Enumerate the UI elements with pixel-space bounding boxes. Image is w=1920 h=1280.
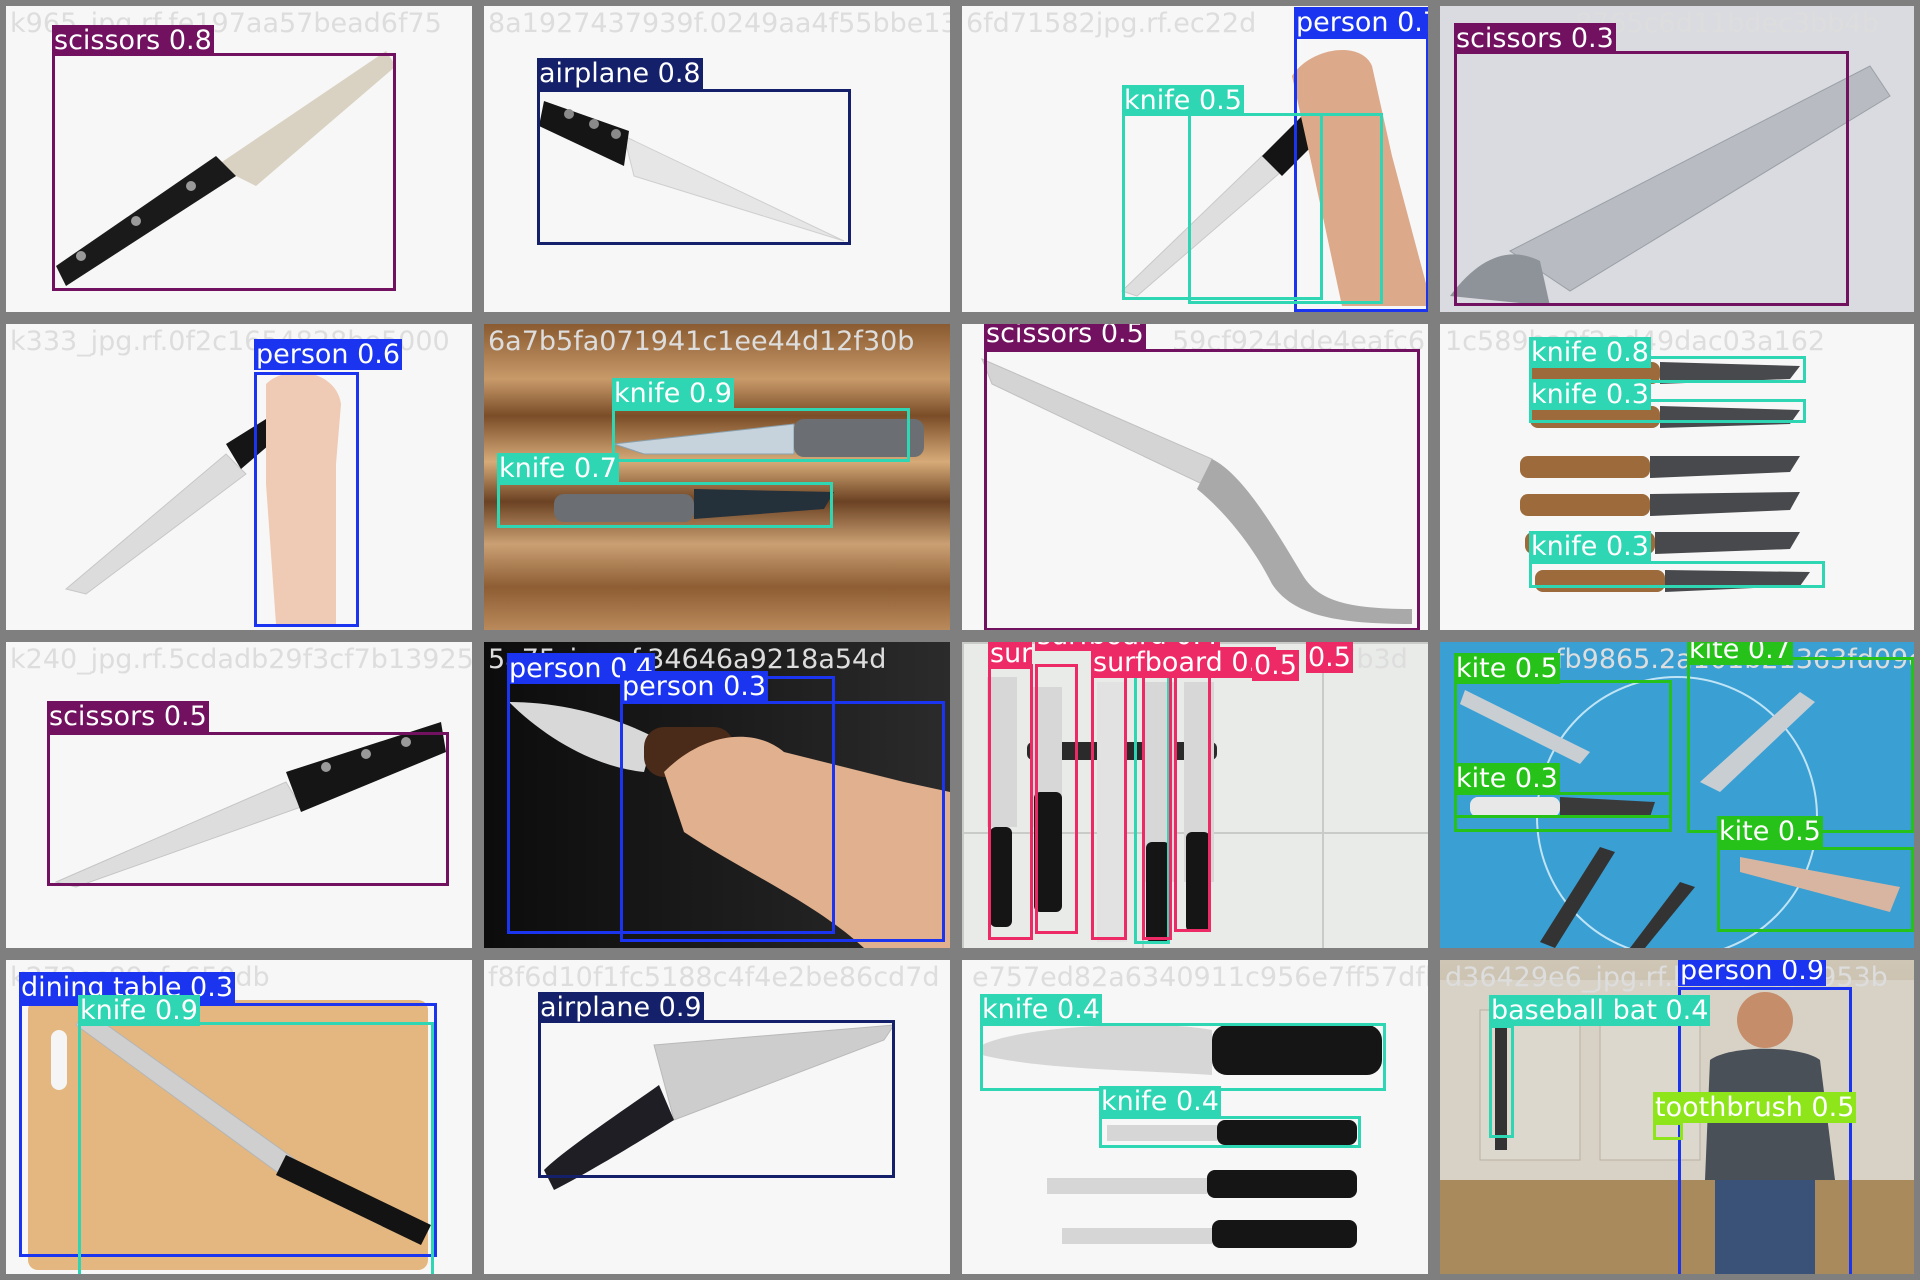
detection-label: knife 0.4 [980, 994, 1102, 1025]
detection-label: person 0.9 [1678, 960, 1827, 986]
detection-label: knife 0.3 [1529, 531, 1651, 562]
image-filename: f8f6d10f1fc5188c4f4e2be86cd7d [488, 962, 940, 993]
detection-box [537, 89, 851, 245]
image-filename: 8765c6d11bdec3bb4b [1575, 8, 1879, 39]
detection-box [1454, 680, 1672, 832]
knife-photo [56, 51, 396, 286]
detection-label: kite 0.3 [1454, 763, 1560, 794]
detection-box [1529, 399, 1806, 423]
detection-label: scissors 0.3 [1454, 23, 1616, 54]
detection-box [980, 1023, 1386, 1091]
hand-with-knife-photo [509, 702, 950, 948]
detection-label: knife 0.8 [1529, 337, 1651, 368]
detection-label: person 0.3 [620, 671, 769, 702]
knife-photo [981, 358, 1412, 624]
knife-photo [539, 101, 845, 242]
mosaic-tile-10: 5a75_jpg.rf.34646a9218a54d person 0.4 pe… [484, 642, 950, 948]
detection-label: scissors 0.5 [984, 324, 1146, 349]
detection-label: knife 0.5 [1122, 85, 1244, 116]
mosaic-tile-13: k272ec89afc650db dining table 0.3 knife … [6, 960, 472, 1274]
knife-on-board-photo [28, 1000, 431, 1270]
detection-label: baseball bat 0.4 [1489, 995, 1711, 1026]
image-filename: k240_jpg.rf.5cdadb29f3cf7b13925 [10, 644, 472, 675]
detection-box [1717, 847, 1914, 932]
detection-box [620, 701, 945, 942]
mosaic-tile-11: d7b3d surfboard surfboard 0.4 surfboard … [962, 642, 1428, 948]
detection-label: airplane 0.8 [537, 58, 703, 89]
knife-hand-photo [64, 372, 341, 624]
mosaic-tile-7: 59cf924dde4eafc61 scissors 0.5 [962, 324, 1428, 630]
knife-set-photo [982, 1025, 1382, 1248]
detection-box [1529, 561, 1825, 588]
detection-label: scissors 0.8 [52, 25, 214, 56]
detection-label: 0.5 [1252, 650, 1299, 681]
mosaic-tile-5: k333_jpg.rf.0f2c1654828be5000 person 0.6 [6, 324, 472, 630]
detection-label: surfboard 0.4 [1035, 642, 1221, 651]
detection-box [1489, 1025, 1514, 1138]
detection-box [1091, 674, 1127, 940]
detection-label: knife 0.3 [1529, 379, 1651, 410]
detection-box [1687, 657, 1914, 833]
detection-box [19, 1003, 437, 1257]
mosaic-tile-16: d36429e6_jpg.rf.bf188be9d953b person 0.9… [1440, 960, 1914, 1274]
mosaic-tile-9: k240_jpg.rf.5cdadb29f3cf7b13925 scissors… [6, 642, 472, 948]
detection-box [1678, 987, 1852, 1274]
detection-box [538, 1020, 895, 1178]
mosaic-tile-1: k965_jpg.rf.fe197aa57bead6f75 scissors 0… [6, 6, 472, 312]
detection-box [1653, 1122, 1683, 1140]
detection-label: kite 0.5 [1717, 816, 1823, 847]
mosaic-tile-3: 6fd71582jpg.rf.ec22d person 0.7 knife 0.… [962, 6, 1428, 312]
detection-box [1142, 674, 1172, 940]
detection-label: person 0.6 [254, 339, 403, 370]
image-filename: 6fd71582jpg.rf.ec22d [966, 8, 1257, 39]
detection-box [1454, 792, 1672, 818]
detection-label: knife 0.7 [497, 453, 619, 484]
detection-label: toothbrush 0.5 [1653, 1092, 1857, 1123]
detection-box [1454, 51, 1849, 306]
detection-box [612, 408, 910, 462]
mosaic-tile-4: 8765c6d11bdec3bb4b scissors 0.3 [1440, 6, 1914, 312]
detection-label: kite 0.5 [1454, 653, 1560, 684]
detection-label: kite 0.7 [1687, 642, 1793, 665]
detection-label: surfboard 0.3 [1091, 647, 1277, 678]
knife-photo [544, 1024, 895, 1190]
knife-photo [54, 722, 446, 888]
mosaic-tile-14: f8f6d10f1fc5188c4f4e2be86cd7d airplane 0… [484, 960, 950, 1274]
knife-photo [1450, 65, 1891, 306]
detection-box [1174, 674, 1211, 932]
detection-label: surfboard [988, 642, 1032, 669]
detection-box [984, 349, 1420, 630]
detection-box [1099, 1116, 1361, 1148]
detection-label: airplane 0.9 [538, 992, 704, 1023]
detection-box [47, 732, 449, 886]
mosaic-tile-6: 6a7b5fa071941c1ee44d12f30b knife 0.9 kni… [484, 324, 950, 630]
detection-box [78, 1022, 434, 1274]
detection-label: person 0.7 [1294, 7, 1428, 38]
image-filename: 8a1927437939f.0249aa4f55bbe13a3 [488, 8, 950, 39]
detection-box [1529, 356, 1806, 383]
detection-label: knife 0.4 [1099, 1086, 1221, 1117]
mosaic-tile-12: fb9865.2a101b21363fd09c8 kite 0.5 kite 0… [1440, 642, 1914, 948]
detection-label: 0.5 [1306, 642, 1353, 673]
knives-on-globe-photo [1460, 676, 1900, 948]
detection-label: scissors 0.5 [47, 701, 209, 732]
mosaic-tile-8: 1c589ba8f2ad49dac03a162 knife 0.8 knife … [1440, 324, 1914, 630]
detection-box [52, 53, 396, 291]
detection-label: knife 0.9 [612, 378, 734, 409]
detection-box [1035, 664, 1078, 934]
image-filename: e757ed82a6340911c956e7ff57dfb0 [972, 962, 1428, 993]
mosaic-tile-2: 8a1927437939f.0249aa4f55bbe13a3 airplane… [484, 6, 950, 312]
detection-box [497, 482, 833, 528]
mosaic-tile-15: e757ed82a6340911c956e7ff57dfb0 knife 0.4… [962, 960, 1428, 1274]
detection-box [1188, 113, 1383, 304]
knives-on-wood-photo [554, 419, 924, 522]
detection-box [254, 372, 359, 627]
image-filename: 6a7b5fa071941c1ee44d12f30b [488, 326, 915, 357]
detection-label: knife 0.9 [78, 995, 200, 1026]
detection-box [988, 664, 1033, 940]
